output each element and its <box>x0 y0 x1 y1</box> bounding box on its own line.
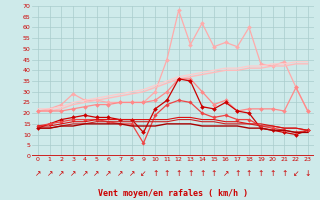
Text: ↗: ↗ <box>93 170 100 178</box>
Text: ↙: ↙ <box>293 170 299 178</box>
Text: ↑: ↑ <box>258 170 264 178</box>
Text: ↑: ↑ <box>211 170 217 178</box>
Text: ↗: ↗ <box>35 170 41 178</box>
Text: ↗: ↗ <box>58 170 65 178</box>
Text: ↑: ↑ <box>281 170 287 178</box>
Text: ↑: ↑ <box>199 170 205 178</box>
Text: ↓: ↓ <box>305 170 311 178</box>
Text: ↗: ↗ <box>70 170 76 178</box>
Text: ↑: ↑ <box>164 170 170 178</box>
Text: ↗: ↗ <box>117 170 123 178</box>
Text: ↗: ↗ <box>222 170 229 178</box>
Text: ↙: ↙ <box>140 170 147 178</box>
Text: Vent moyen/en rafales ( km/h ): Vent moyen/en rafales ( km/h ) <box>98 189 248 198</box>
Text: ↑: ↑ <box>152 170 158 178</box>
Text: ↑: ↑ <box>246 170 252 178</box>
Text: ↗: ↗ <box>129 170 135 178</box>
Text: ↗: ↗ <box>105 170 111 178</box>
Text: ↑: ↑ <box>175 170 182 178</box>
Text: ↗: ↗ <box>46 170 53 178</box>
Text: ↑: ↑ <box>269 170 276 178</box>
Text: ↗: ↗ <box>82 170 88 178</box>
Text: ↑: ↑ <box>234 170 241 178</box>
Text: ↑: ↑ <box>187 170 194 178</box>
